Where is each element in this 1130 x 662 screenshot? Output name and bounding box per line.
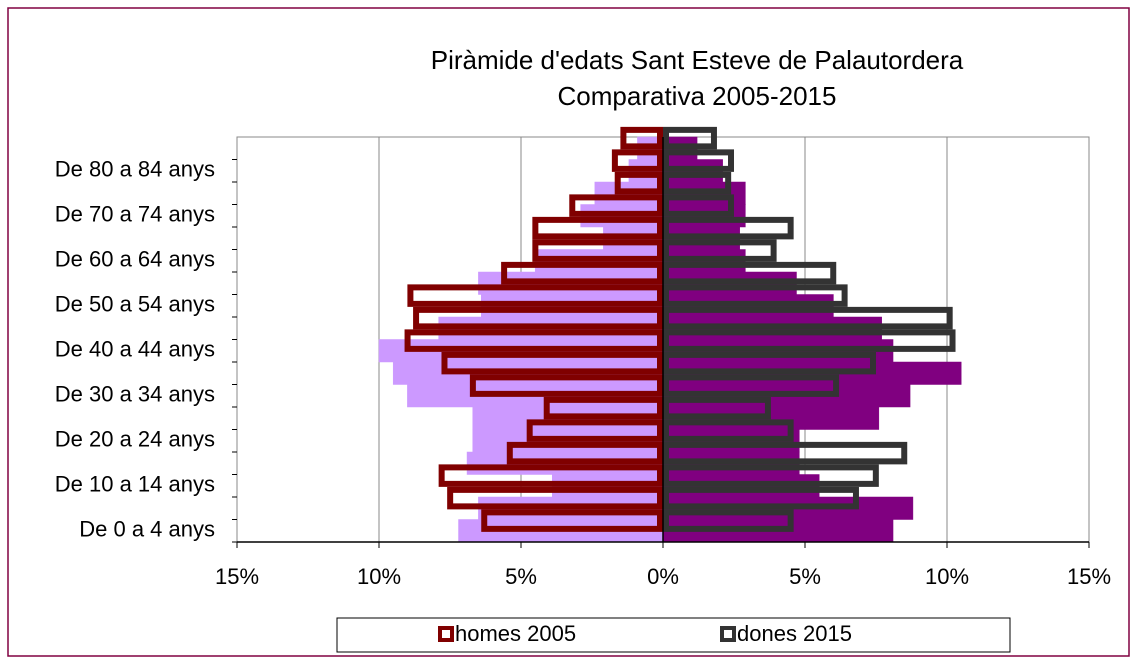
bar-outline: [663, 171, 732, 195]
bar-outline: [404, 329, 663, 352]
bar-outline: [663, 261, 837, 285]
bar-outline: [663, 419, 794, 442]
bar-outline: [663, 284, 848, 307]
bar-outline: [663, 306, 953, 330]
chart-title: Piràmide d'edats Sant Esteve de Palautor…: [431, 45, 964, 75]
bar-outline: [469, 374, 663, 397]
bar-outline: [614, 171, 663, 195]
y-tick-label: De 30 a 34 anys: [55, 382, 215, 407]
bar-outline: [663, 396, 771, 420]
bar-outline: [663, 194, 734, 217]
legend: [336, 617, 1011, 653]
bar-outline: [532, 216, 663, 240]
chart-subtitle: Comparativa 2005-2015: [558, 81, 837, 111]
bar-outline: [506, 441, 663, 465]
y-tick-label: De 0 a 4 anys: [79, 517, 215, 542]
legend-label: homes 2005: [455, 621, 576, 646]
bar-outline: [543, 396, 663, 420]
x-tick-label: 15%: [1067, 564, 1111, 589]
bar-outline: [407, 284, 663, 307]
bar-outline: [663, 441, 908, 465]
legend-label: dones 2015: [737, 621, 852, 646]
y-tick-label: De 20 a 24 anys: [55, 427, 215, 452]
bar-outline: [438, 464, 664, 487]
bar-outline: [441, 351, 664, 375]
bar-outline: [663, 486, 859, 510]
bar-outline: [620, 126, 664, 150]
bar-outline: [663, 126, 717, 150]
bar-outline: [532, 239, 663, 262]
y-tick-label: De 10 a 14 anys: [55, 472, 215, 497]
y-tick-label: De 80 a 84 anys: [55, 157, 215, 182]
x-tick-label: 10%: [357, 564, 401, 589]
bar-outline: [663, 239, 777, 262]
y-tick-label: De 50 a 54 anys: [55, 292, 215, 317]
bar-outline: [663, 464, 879, 487]
legend-swatch: [720, 626, 736, 642]
bar-outline: [447, 486, 663, 510]
x-tick-label: 0%: [647, 564, 679, 589]
bar-outline: [663, 374, 840, 397]
bar-outline: [501, 261, 663, 285]
legend-swatch: [438, 626, 454, 642]
x-tick-label: 15%: [215, 564, 259, 589]
bar-outline: [663, 509, 794, 532]
y-tick-label: De 60 a 64 anys: [55, 247, 215, 272]
y-tick-label: De 70 a 74 anys: [55, 202, 215, 227]
x-tick-label: 5%: [505, 564, 537, 589]
x-tick-label: 5%: [789, 564, 821, 589]
bar-outline: [481, 509, 663, 532]
y-tick-label: De 40 a 44 anys: [55, 337, 215, 362]
bar-outline: [611, 149, 664, 172]
bar-outline: [413, 306, 663, 330]
x-tick-label: 10%: [925, 564, 969, 589]
bar-outline: [569, 194, 664, 217]
bar-outline: [663, 149, 734, 172]
bar-outline: [663, 351, 876, 375]
bar-outline: [526, 419, 663, 442]
bar-outline: [663, 329, 956, 352]
bar-outline: [663, 216, 794, 240]
